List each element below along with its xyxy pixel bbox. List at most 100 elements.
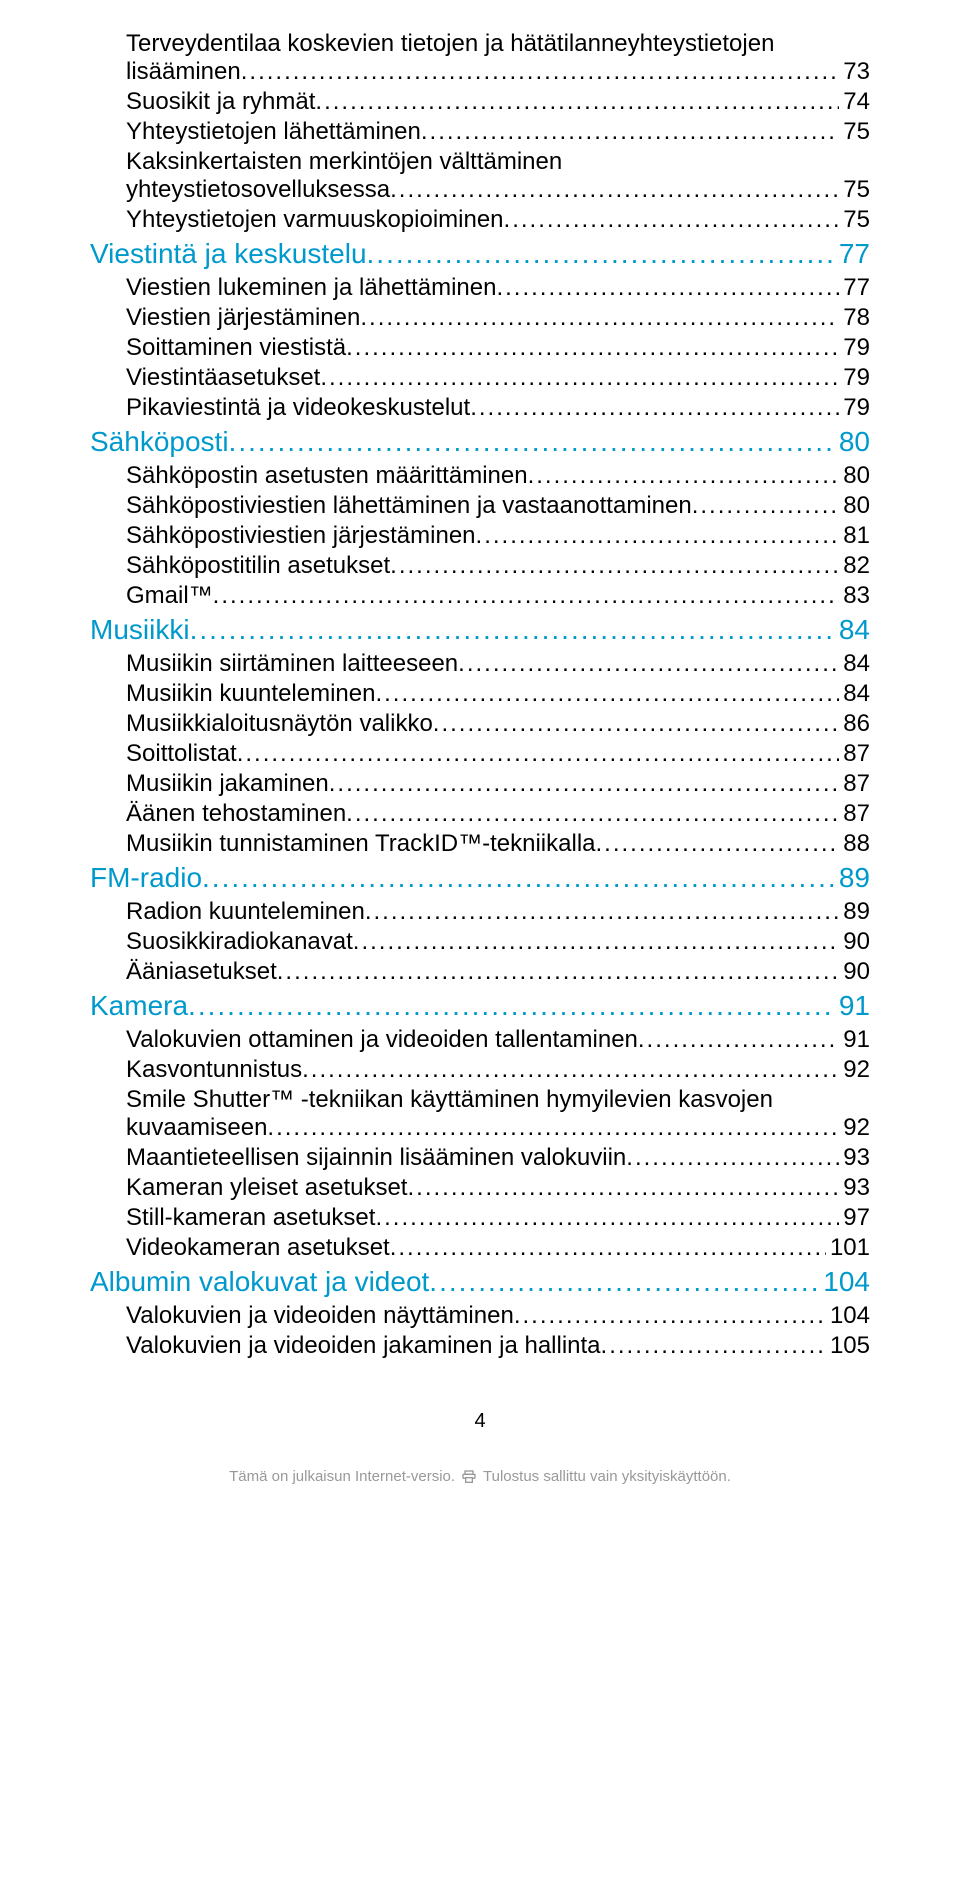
toc-leader-dots [302, 1056, 839, 1084]
toc-entry[interactable]: Maantieteellisen sijainnin lisääminen va… [126, 1144, 870, 1172]
toc-entry[interactable]: Ääniasetukset 90 [126, 958, 870, 986]
toc-title-line1: Smile Shutter™ -tekniikan käyttäminen hy… [126, 1086, 870, 1114]
toc-entry[interactable]: Valokuvien ja videoiden näyttäminen104 [126, 1302, 870, 1330]
toc-entry[interactable]: Kaksinkertaisten merkintöjen välttäminen… [126, 148, 870, 204]
toc-leader-dots [202, 862, 835, 894]
toc-leader-dots [429, 1266, 819, 1298]
toc-entry[interactable]: Terveydentilaa koskevien tietojen ja hät… [126, 30, 870, 86]
toc-entry[interactable]: Musiikkialoitusnäytön valikko 86 [126, 710, 870, 738]
toc-title: Suosikit ja ryhmät [126, 88, 315, 116]
toc-leader-dots [365, 898, 839, 926]
toc-entry[interactable]: Pikaviestintä ja videokeskustelut79 [126, 394, 870, 422]
toc-page-number: 87 [839, 770, 870, 798]
toc-leader-dots [346, 334, 839, 362]
toc-entry[interactable]: Yhteystietojen lähettäminen75 [126, 118, 870, 146]
toc-title: Musiikkialoitusnäytön valikko [126, 710, 433, 738]
toc-entry[interactable]: Kameran yleiset asetukset93 [126, 1174, 870, 1202]
toc-page-number: 90 [839, 958, 870, 986]
toc-page-number: 93 [839, 1144, 870, 1172]
toc-title-line2: yhteystietosovelluksessa [126, 176, 390, 204]
toc-entry[interactable]: Viestien järjestäminen78 [126, 304, 870, 332]
toc-title: Äänen tehostaminen [126, 800, 346, 828]
toc-page-number: 74 [839, 88, 870, 116]
toc-title: Gmail™ [126, 582, 213, 610]
toc-page-number: 105 [826, 1332, 870, 1360]
toc-section[interactable]: Viestintä ja keskustelu77 [90, 238, 870, 270]
toc-title: Kameran yleiset asetukset [126, 1174, 407, 1202]
toc-leader-dots [188, 990, 835, 1022]
toc-entry[interactable]: Smile Shutter™ -tekniikan käyttäminen hy… [126, 1086, 870, 1142]
toc-entry[interactable]: Valokuvien ja videoiden jakaminen ja hal… [126, 1332, 870, 1360]
toc-entry[interactable]: Musiikin tunnistaminen TrackID™-tekniika… [126, 830, 870, 858]
toc-title: Musiikki [90, 614, 190, 646]
toc-page-number: 90 [839, 928, 870, 956]
toc-entry[interactable]: Soittolistat 87 [126, 740, 870, 768]
toc-entry[interactable]: Kasvontunnistus92 [126, 1056, 870, 1084]
toc-entry[interactable]: Yhteystietojen varmuuskopioiminen75 [126, 206, 870, 234]
toc-entry[interactable]: Viestien lukeminen ja lähettäminen 77 [126, 274, 870, 302]
toc-leader-dots [360, 304, 839, 332]
toc-entry[interactable]: Äänen tehostaminen 87 [126, 800, 870, 828]
toc-leader-dots [496, 274, 839, 302]
toc-page-number: 104 [819, 1266, 870, 1298]
toc-entry[interactable]: Gmail™ 83 [126, 582, 870, 610]
toc-entry[interactable]: Videokameran asetukset101 [126, 1234, 870, 1262]
toc-leader-dots [407, 1174, 839, 1202]
toc-leader-dots [504, 206, 840, 234]
toc-leader-dots [267, 1114, 839, 1142]
toc-entry[interactable]: Musiikin siirtäminen laitteeseen84 [126, 650, 870, 678]
toc-title: Still-kameran asetukset [126, 1204, 375, 1232]
toc-page-number: 77 [839, 274, 870, 302]
toc-entry[interactable]: Musiikin kuunteleminen84 [126, 680, 870, 708]
toc-section[interactable]: Albumin valokuvat ja videot104 [90, 1266, 870, 1298]
toc-title: Soittolistat [126, 740, 237, 768]
toc-leader-dots [421, 118, 839, 146]
toc-leader-dots [375, 1204, 839, 1232]
toc-leader-dots [433, 710, 840, 738]
toc-page-number: 92 [839, 1114, 870, 1142]
toc-leader-dots [390, 552, 839, 580]
toc-entry[interactable]: Still-kameran asetukset 97 [126, 1204, 870, 1232]
toc-entry[interactable]: Viestintäasetukset79 [126, 364, 870, 392]
toc-section[interactable]: Kamera 91 [90, 990, 870, 1022]
toc-title: Sähköpostiviestien lähettäminen ja vasta… [126, 492, 692, 520]
toc-page-number: 87 [839, 800, 870, 828]
toc-leader-dots [528, 462, 840, 490]
toc-title: Viestien lukeminen ja lähettäminen [126, 274, 496, 302]
toc-leader-dots [277, 958, 840, 986]
toc-title: Sähköpostiviestien järjestäminen [126, 522, 476, 550]
toc-entry[interactable]: Sähköpostin asetusten määrittäminen80 [126, 462, 870, 490]
toc-entry[interactable]: Soittaminen viestistä79 [126, 334, 870, 362]
toc-page-number: 91 [835, 990, 870, 1022]
toc-entry[interactable]: Suosikit ja ryhmät 74 [126, 88, 870, 116]
toc-entry[interactable]: Sähköpostiviestien järjestäminen81 [126, 522, 870, 550]
toc-entry[interactable]: Musiikin jakaminen87 [126, 770, 870, 798]
toc-title: Kamera [90, 990, 188, 1022]
toc-leader-dots [692, 492, 840, 520]
toc-page-number: 86 [839, 710, 870, 738]
table-of-contents: Terveydentilaa koskevien tietojen ja hät… [90, 30, 870, 1360]
toc-section[interactable]: FM-radio89 [90, 862, 870, 894]
toc-page-number: 87 [839, 740, 870, 768]
toc-page-number: 79 [839, 334, 870, 362]
toc-entry[interactable]: Sähköpostitilin asetukset82 [126, 552, 870, 580]
print-icon [461, 1469, 477, 1485]
toc-entry[interactable]: Radion kuunteleminen89 [126, 898, 870, 926]
toc-page-number: 75 [839, 206, 870, 234]
toc-page-number: 89 [835, 862, 870, 894]
toc-leader-dots [190, 614, 835, 646]
toc-entry[interactable]: Valokuvien ottaminen ja videoiden tallen… [126, 1026, 870, 1054]
toc-title: Valokuvien ottaminen ja videoiden tallen… [126, 1026, 638, 1054]
toc-title: Sähköpostin asetusten määrittäminen [126, 462, 528, 490]
toc-title: Ääniasetukset [126, 958, 277, 986]
toc-title: Musiikin siirtäminen laitteeseen [126, 650, 458, 678]
toc-page-number: 89 [839, 898, 870, 926]
toc-page-number: 97 [839, 1204, 870, 1232]
toc-section[interactable]: Sähköposti80 [90, 426, 870, 458]
toc-section[interactable]: Musiikki84 [90, 614, 870, 646]
toc-entry[interactable]: Suosikkiradiokanavat90 [126, 928, 870, 956]
toc-entry[interactable]: Sähköpostiviestien lähettäminen ja vasta… [126, 492, 870, 520]
toc-page-number: 83 [839, 582, 870, 610]
toc-page-number: 88 [839, 830, 870, 858]
toc-leader-dots [353, 928, 840, 956]
